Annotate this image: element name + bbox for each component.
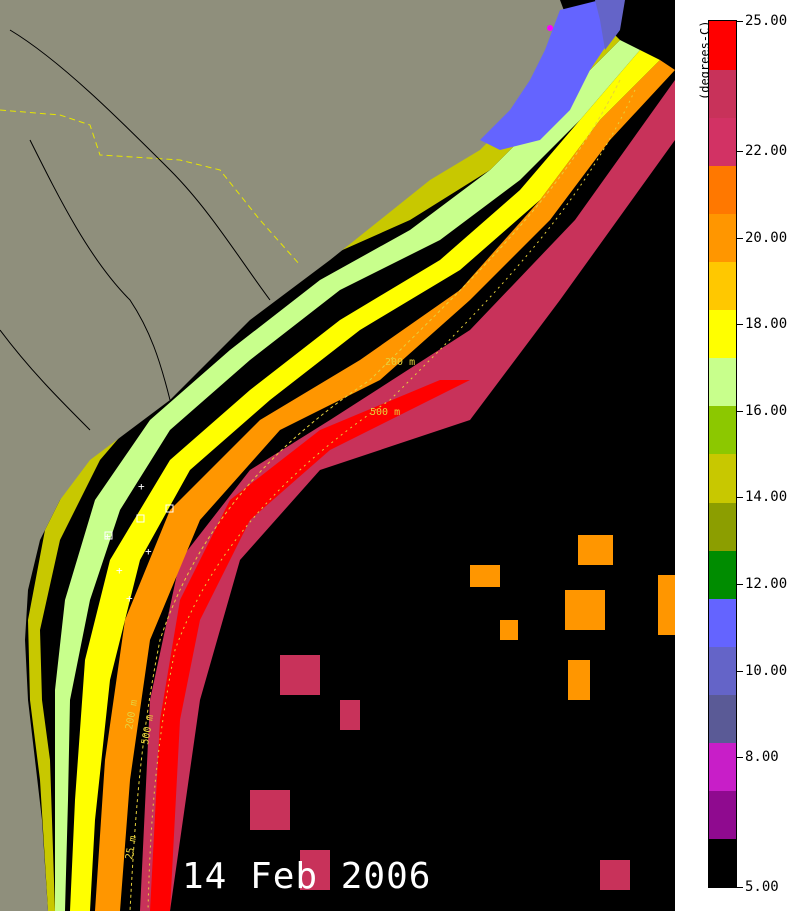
color-scale-tick xyxy=(737,887,743,888)
contour-label: 500 m xyxy=(140,714,156,746)
sst-band-orange xyxy=(95,60,675,911)
station-marker xyxy=(136,514,145,523)
sst-patch xyxy=(658,575,675,635)
color-scale-tick xyxy=(737,324,743,326)
color-scale-tick-label: 12.00 xyxy=(745,575,788,592)
color-scale-tick xyxy=(737,670,743,672)
color-scale-segment xyxy=(709,694,736,744)
color-scale-segment xyxy=(709,165,736,214)
color-scale-tick-label: 25.00 xyxy=(745,13,788,29)
river xyxy=(9,29,271,301)
color-scale-tick-label: 8.00 xyxy=(745,749,779,766)
color-scale-tick xyxy=(737,150,743,152)
sst-patch xyxy=(600,860,630,890)
color-scale-tick xyxy=(737,757,743,759)
contour-label: 500 m xyxy=(370,407,400,418)
sst-band-pink-offshore xyxy=(140,80,675,911)
sst-patch xyxy=(340,700,360,730)
sst-patch xyxy=(578,535,613,565)
color-scale-segment xyxy=(709,357,736,407)
color-scale-segment xyxy=(709,790,736,840)
color-scale-tick xyxy=(737,583,743,585)
map-graphic: 200 m 500 m 200 m 500 m 25 m + + + + + xyxy=(0,0,675,911)
color-scale-segment xyxy=(709,213,736,263)
color-scale-segment xyxy=(709,646,736,696)
river xyxy=(29,139,171,401)
sst-patch xyxy=(565,590,605,630)
isobath-500m xyxy=(147,89,636,911)
color-scale-tick xyxy=(737,410,743,412)
color-scale-segment xyxy=(709,742,736,792)
sst-patch xyxy=(568,660,590,700)
color-scale-segment xyxy=(709,550,736,599)
color-scale-tick xyxy=(737,497,743,499)
color-scale-segment xyxy=(709,117,736,166)
color-scale-segment xyxy=(709,598,736,647)
color-scale-bar xyxy=(708,20,737,888)
color-scale-tick-label: 18.00 xyxy=(745,316,788,333)
contour-label: 200 m xyxy=(385,357,415,368)
offshore-blue-water xyxy=(595,0,625,50)
buoy-marker: + xyxy=(116,564,123,577)
contour-label: 200 m xyxy=(124,699,140,731)
buoy-marker: + xyxy=(104,530,111,543)
color-scale-tick-label: 20.00 xyxy=(745,229,788,246)
color-scale-segment xyxy=(709,838,736,888)
color-scale-tick-label: 10.00 xyxy=(745,662,788,679)
buoy-marker: + xyxy=(126,592,133,605)
color-scale-segment xyxy=(709,309,736,359)
station-marker xyxy=(165,504,174,513)
station-marker xyxy=(104,531,113,540)
sst-patch xyxy=(470,565,500,587)
color-scale-tick-label: 22.00 xyxy=(745,142,788,159)
color-scale-segment xyxy=(709,405,736,455)
sst-patch xyxy=(300,850,330,890)
isobath-200m xyxy=(129,79,621,911)
sst-patch xyxy=(500,620,518,640)
state-border xyxy=(0,109,301,266)
color-scale-tick xyxy=(737,237,743,239)
sst-patch xyxy=(280,655,320,695)
color-scale-tick-label: 16.00 xyxy=(745,402,788,419)
buoy-marker: + xyxy=(138,480,145,493)
color-scale-tick xyxy=(737,21,743,22)
color-scale-segment xyxy=(709,454,736,503)
contour-label: 25 m xyxy=(124,835,139,861)
color-scale-tick-label: 14.00 xyxy=(745,489,788,506)
sst-map: 200 m 500 m 200 m 500 m 25 m + + + + + 1… xyxy=(0,0,675,911)
river xyxy=(0,329,91,431)
color-scale-segment xyxy=(709,261,736,311)
sst-band-red xyxy=(150,380,470,911)
color-scale-tick-label: 5.00 xyxy=(745,879,779,895)
sst-patch xyxy=(250,790,290,830)
city-marker xyxy=(547,25,553,31)
color-scale-segment xyxy=(709,502,736,551)
color-scale-segment xyxy=(709,21,736,70)
land-mass xyxy=(0,0,575,911)
buoy-marker: + xyxy=(145,545,152,558)
color-scale-segment xyxy=(709,69,736,118)
date-label: 14 Feb 2006 xyxy=(182,856,432,897)
sound-water xyxy=(480,0,620,150)
